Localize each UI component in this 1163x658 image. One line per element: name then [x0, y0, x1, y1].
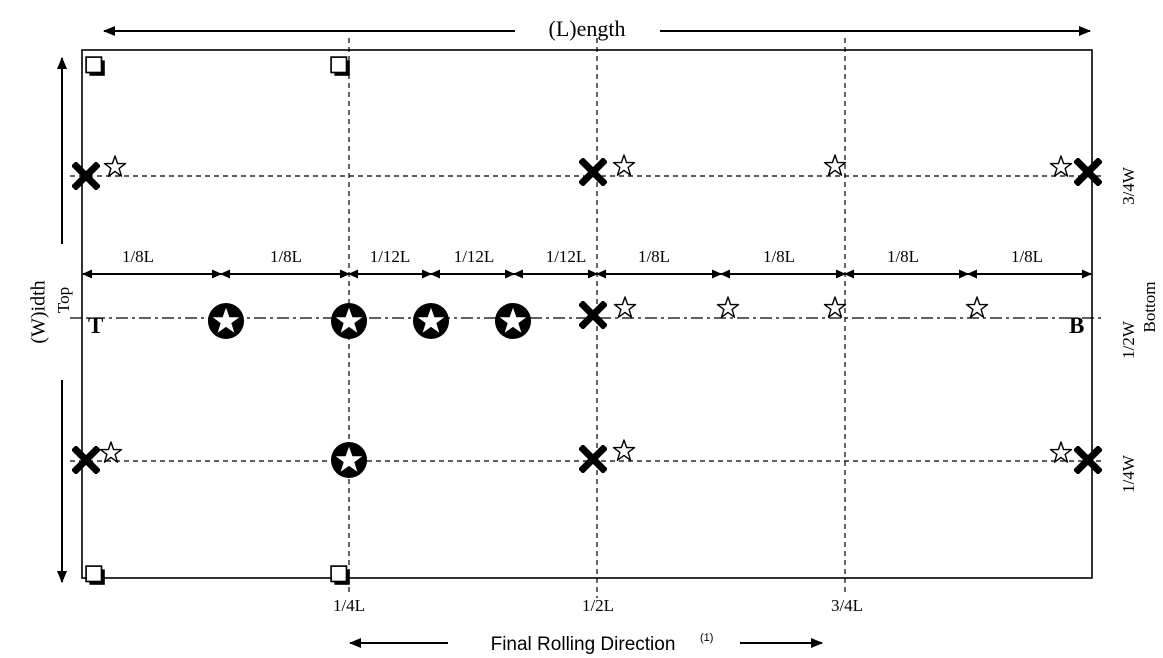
segment-label: 1/8L	[887, 247, 919, 266]
circled-star-icon	[494, 302, 532, 340]
square-marker-icon	[85, 56, 106, 77]
segment-label: 1/12L	[370, 247, 411, 266]
x-marker-icon	[583, 449, 603, 469]
open-star-icon	[965, 296, 989, 318]
x-marker-icon	[1078, 162, 1098, 182]
segment-label: 1/12L	[454, 247, 495, 266]
circled-star-markers	[207, 302, 532, 479]
rolling-direction-label: Final Rolling Direction	[491, 634, 676, 655]
open-star-icon	[612, 439, 636, 461]
segment-label: 1/12L	[546, 247, 587, 266]
circled-star-icon	[207, 302, 245, 340]
footnote-mark: (1)	[700, 632, 713, 644]
three-quarter-length-label: 3/4L	[831, 596, 863, 615]
width-label: (W)idth	[28, 280, 50, 343]
square-marker-icon	[85, 565, 106, 586]
quarter-length-label: 1/4L	[333, 596, 365, 615]
open-star-icon	[716, 296, 740, 318]
open-star-icon	[99, 441, 123, 463]
segment-dimensions: 1/8L 1/8L 1/12L 1/12L 1/12L 1/8L 1/8L 1/…	[82, 247, 1092, 279]
quarter-width-label: 1/4W	[1119, 454, 1138, 493]
open-star-icon	[823, 296, 847, 318]
x-marker-icon	[583, 305, 603, 325]
open-star-icon	[1049, 441, 1073, 463]
segment-label: 1/8L	[122, 247, 154, 266]
segment-label: 1/8L	[1011, 247, 1043, 266]
three-quarter-width-label: 3/4W	[1119, 166, 1138, 205]
open-star-icon	[613, 296, 637, 318]
open-star-icon	[103, 155, 127, 177]
length-dimension: (L)ength	[103, 16, 1091, 41]
open-star-icon	[612, 154, 636, 176]
circled-star-icon	[330, 441, 368, 479]
half-width-label: 1/2W	[1119, 320, 1138, 359]
segment-label: 1/8L	[270, 247, 302, 266]
square-marker-icon	[330, 56, 351, 77]
top-label: Top	[54, 287, 73, 313]
circled-star-icon	[330, 302, 368, 340]
bottom-label: Bottom	[1140, 281, 1159, 332]
x-marker-icon	[76, 450, 96, 470]
segment-label: 1/8L	[763, 247, 795, 266]
circled-star-icon	[412, 302, 450, 340]
x-marker-icon	[1078, 450, 1098, 470]
open-star-icon	[1049, 155, 1073, 177]
x-marker-icon	[583, 162, 603, 182]
top-letter: T	[88, 313, 103, 338]
square-marker-icon	[330, 565, 351, 586]
width-dimension: (W)idth Top	[28, 57, 73, 583]
length-label: (L)ength	[549, 16, 626, 41]
bottom-letter: B	[1069, 313, 1084, 338]
open-star-icon	[823, 154, 847, 176]
half-length-label: 1/2L	[582, 596, 614, 615]
segment-label: 1/8L	[638, 247, 670, 266]
rolling-direction: Final Rolling Direction (1)	[349, 632, 823, 655]
plate-outline	[81, 49, 1093, 579]
